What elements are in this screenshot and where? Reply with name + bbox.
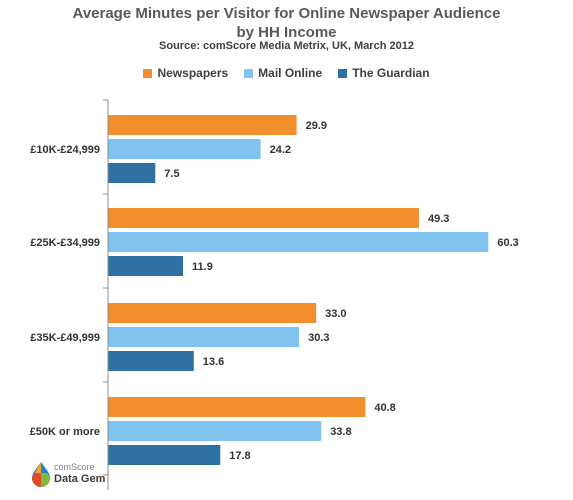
chart-subtitle: Source: comScore Media Metrix, UK, March… bbox=[159, 40, 414, 52]
bar-the-guardian-2 bbox=[108, 351, 194, 371]
category-label-3: £50K or more bbox=[30, 426, 100, 438]
bar-the-guardian-1 bbox=[108, 256, 184, 276]
category-label-0: £10K-£24,999 bbox=[30, 144, 100, 156]
legend-swatch-mail-online bbox=[244, 68, 254, 78]
bar-newspapers-1 bbox=[108, 208, 419, 228]
chart-title-line2: by HH Income bbox=[236, 24, 337, 41]
legend-item-newspapers: Newspapers bbox=[143, 66, 228, 80]
data-label-newspapers-3: 40.8 bbox=[374, 402, 395, 414]
data-label-mail-online-0: 24.2 bbox=[270, 144, 291, 156]
data-label-mail-online-1: 60.3 bbox=[497, 237, 518, 249]
bar-the-guardian-3 bbox=[108, 445, 221, 465]
bar-mail-online-3 bbox=[108, 421, 322, 441]
bar-newspapers-0 bbox=[108, 115, 297, 135]
bar-the-guardian-0 bbox=[108, 163, 156, 183]
legend-item-the-guardian: The Guardian bbox=[338, 66, 430, 80]
legend-swatch-the-guardian bbox=[338, 68, 348, 78]
chart-legend: Newspapers Mail Online The Guardian bbox=[0, 66, 573, 80]
data-label-the-guardian-0: 7.5 bbox=[164, 168, 179, 180]
data-label-newspapers-1: 49.3 bbox=[428, 213, 449, 225]
logo-text-comscore: comScore bbox=[54, 462, 95, 472]
data-label-newspapers-2: 33.0 bbox=[325, 308, 346, 320]
bar-newspapers-2 bbox=[108, 303, 317, 323]
bar-mail-online-1 bbox=[108, 232, 489, 252]
legend-label-mail-online: Mail Online bbox=[258, 66, 323, 80]
data-label-mail-online-2: 30.3 bbox=[308, 332, 329, 344]
comscore-drop-icon bbox=[32, 462, 50, 487]
data-label-the-guardian-1: 11.9 bbox=[192, 261, 213, 273]
comscore-logo: comScore Data Gem bbox=[30, 459, 130, 495]
logo-text-data-gem: Data Gem bbox=[54, 473, 106, 485]
bar-mail-online-0 bbox=[108, 139, 261, 159]
legend-label-the-guardian: The Guardian bbox=[352, 66, 430, 80]
chart-title: Average Minutes per Visitor for Online N… bbox=[0, 4, 573, 42]
data-label-newspapers-0: 29.9 bbox=[306, 120, 327, 132]
data-label-the-guardian-3: 17.8 bbox=[229, 450, 250, 462]
data-label-mail-online-3: 33.8 bbox=[330, 426, 351, 438]
legend-swatch-newspapers bbox=[143, 68, 153, 78]
bar-newspapers-3 bbox=[108, 397, 366, 417]
category-label-1: £25K-£34,999 bbox=[30, 237, 100, 249]
chart-title-line1: Average Minutes per Visitor for Online N… bbox=[72, 5, 501, 22]
legend-label-newspapers: Newspapers bbox=[157, 66, 229, 80]
legend-item-mail-online: Mail Online bbox=[244, 66, 322, 80]
data-label-the-guardian-2: 13.6 bbox=[203, 356, 224, 368]
category-label-2: £35K-£49,999 bbox=[30, 332, 100, 344]
bar-mail-online-2 bbox=[108, 327, 300, 347]
